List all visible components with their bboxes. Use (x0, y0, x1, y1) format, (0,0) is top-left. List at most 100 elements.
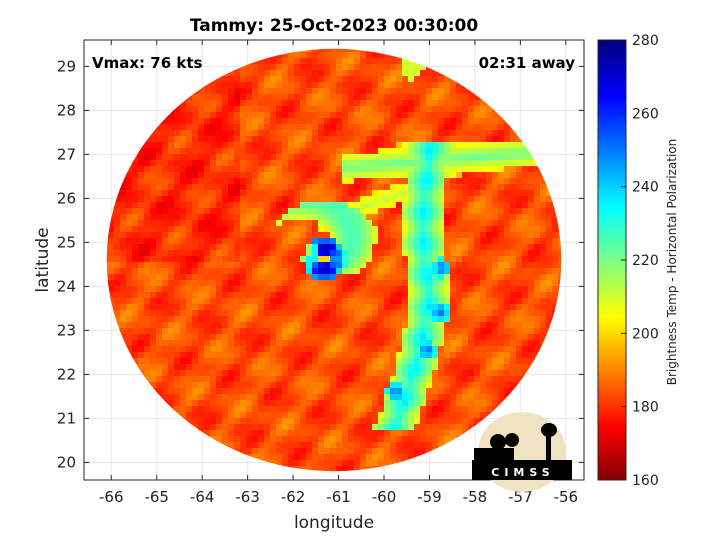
tb-pixel (216, 76, 223, 83)
tb-pixel (174, 286, 181, 293)
tb-pixel (174, 250, 181, 257)
tb-pixel (324, 436, 331, 443)
tb-pixel (150, 154, 157, 161)
tb-pixel (324, 346, 331, 353)
tb-pixel (156, 196, 163, 203)
tb-pixel (204, 130, 211, 137)
tb-pixel (522, 364, 529, 371)
tb-pixel (294, 196, 301, 203)
tb-pixel (372, 460, 379, 467)
tb-pixel (522, 346, 529, 353)
tb-pixel (258, 316, 265, 323)
tb-pixel (558, 250, 562, 257)
tb-pixel (264, 400, 271, 407)
tb-pixel (186, 94, 193, 101)
tb-pixel (282, 184, 289, 191)
tb-pixel (264, 436, 271, 443)
tb-pixel (282, 76, 289, 83)
tb-pixel (366, 448, 373, 455)
tb-pixel (450, 334, 457, 341)
tb-pixel (318, 196, 325, 203)
tb-pixel (150, 322, 157, 329)
tb-pixel (456, 376, 463, 383)
tb-pixel (552, 262, 559, 269)
tb-pixel (180, 100, 187, 107)
tb-pixel (438, 226, 445, 233)
tb-pixel (210, 328, 217, 335)
tb-pixel (342, 232, 349, 239)
tb-pixel (402, 334, 409, 341)
tb-pixel (288, 232, 295, 239)
tb-pixel (366, 418, 373, 425)
tb-pixel (378, 226, 385, 233)
tb-pixel (354, 232, 361, 239)
tb-pixel (444, 268, 451, 275)
tb-pixel (126, 202, 133, 209)
tb-pixel (144, 148, 151, 155)
tb-pixel (252, 322, 259, 329)
tb-pixel (246, 304, 253, 311)
tb-pixel (258, 304, 265, 311)
tb-pixel (294, 106, 301, 113)
tb-pixel (426, 154, 433, 161)
tb-pixel (414, 376, 421, 383)
tb-pixel (330, 334, 337, 341)
tb-pixel (132, 160, 139, 167)
tb-pixel (306, 202, 313, 209)
tb-pixel (216, 196, 223, 203)
tb-pixel (276, 352, 283, 359)
tb-pixel (396, 322, 403, 329)
tb-pixel (312, 130, 319, 137)
tb-pixel (516, 202, 523, 209)
tb-pixel (318, 394, 325, 401)
tb-pixel (420, 400, 427, 407)
tb-pixel (294, 418, 301, 425)
tb-pixel (246, 412, 253, 419)
tb-pixel (198, 166, 205, 173)
tb-pixel (162, 352, 169, 359)
tb-pixel (396, 370, 403, 377)
tb-pixel (198, 214, 205, 221)
tb-pixel (168, 358, 175, 365)
tb-pixel (396, 118, 403, 125)
tb-pixel (156, 208, 163, 215)
tb-pixel (246, 262, 253, 269)
tb-pixel (150, 346, 157, 353)
tb-pixel (240, 436, 247, 443)
tb-pixel (264, 70, 271, 77)
tb-pixel (402, 364, 409, 371)
tb-pixel (348, 436, 355, 443)
tb-pixel (324, 292, 331, 299)
tb-pixel (276, 64, 283, 71)
tb-pixel (318, 346, 325, 353)
tb-pixel (456, 412, 463, 419)
tb-pixel (162, 160, 169, 167)
tb-pixel (150, 286, 157, 293)
tb-pixel (408, 190, 415, 197)
tb-pixel (330, 400, 337, 407)
tb-pixel (372, 196, 379, 203)
tb-pixel (510, 220, 517, 227)
tb-pixel (396, 274, 403, 281)
tb-pixel (450, 382, 457, 389)
x-tick-label: -64 (190, 488, 215, 506)
tb-pixel (390, 262, 397, 269)
tb-pixel (180, 370, 187, 377)
tb-pixel (192, 292, 199, 299)
tb-pixel (462, 106, 469, 113)
tb-pixel (252, 370, 259, 377)
tb-pixel (546, 316, 553, 323)
tb-pixel (372, 184, 379, 191)
tb-pixel (528, 154, 535, 161)
tb-pixel (522, 232, 529, 239)
tb-pixel (150, 202, 157, 209)
tb-pixel (216, 118, 223, 125)
tb-pixel (444, 322, 451, 329)
tb-pixel (330, 214, 337, 221)
tb-pixel (444, 286, 451, 293)
tb-pixel (126, 328, 133, 335)
tb-pixel (348, 208, 355, 215)
tb-pixel (522, 178, 529, 185)
tb-pixel (252, 142, 259, 149)
